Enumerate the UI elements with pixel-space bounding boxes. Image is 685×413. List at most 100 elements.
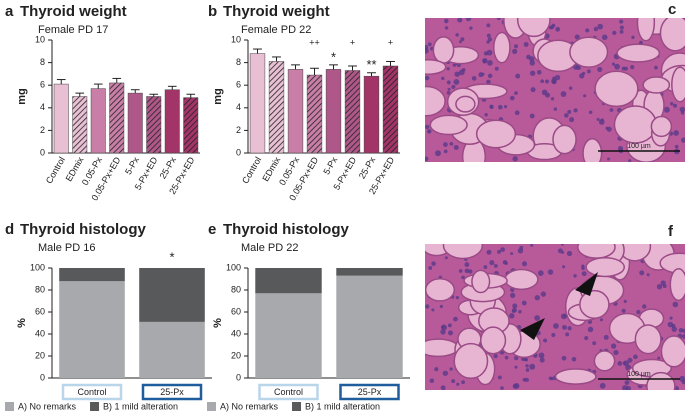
follicle xyxy=(432,36,455,64)
nucleus xyxy=(583,94,587,98)
nucleus xyxy=(581,271,587,277)
nucleus xyxy=(429,378,435,384)
nucleus xyxy=(514,110,520,116)
y-axis-label: % xyxy=(16,318,28,328)
panel-letter: d xyxy=(5,221,14,238)
nucleus xyxy=(646,273,650,277)
nucleus xyxy=(503,105,508,109)
nucleus xyxy=(617,360,623,366)
y-tick-label: 8 xyxy=(236,57,241,67)
follicle xyxy=(671,66,685,103)
nucleus xyxy=(425,75,430,81)
nucleus xyxy=(654,65,658,70)
bar xyxy=(53,83,69,154)
y-tick-label: 80 xyxy=(231,284,241,294)
legend-swatch xyxy=(207,402,216,411)
nucleus xyxy=(526,54,531,60)
bar xyxy=(382,65,399,154)
nucleus xyxy=(623,299,627,303)
nucleus xyxy=(574,34,580,40)
nucleus xyxy=(642,304,647,309)
nucleus xyxy=(599,318,603,322)
nucleus xyxy=(468,269,473,274)
nucleus xyxy=(451,379,456,384)
nucleus xyxy=(610,343,617,349)
panel-letter: f xyxy=(668,223,674,240)
follicle xyxy=(660,335,685,368)
y-axis-label: % xyxy=(212,318,224,328)
nucleus xyxy=(494,66,499,71)
nucleus xyxy=(486,49,493,56)
x-tick-label: Control xyxy=(240,155,263,185)
follicle xyxy=(425,277,456,302)
nucleus xyxy=(678,327,684,333)
nucleus xyxy=(525,368,530,372)
stacked-bar-segment xyxy=(59,268,125,282)
legend-label: A) No remarks xyxy=(220,401,279,411)
nucleus xyxy=(524,358,529,362)
follicle xyxy=(475,119,517,149)
nucleus xyxy=(564,113,569,118)
nucleus xyxy=(540,291,547,297)
nucleus xyxy=(497,249,501,254)
nucleus xyxy=(444,26,449,30)
nucleus xyxy=(425,304,430,309)
nucleus xyxy=(596,117,600,121)
nucleus xyxy=(584,336,589,341)
follicle xyxy=(429,114,468,136)
nucleus xyxy=(619,19,624,24)
nucleus xyxy=(447,87,451,91)
nucleus xyxy=(449,367,453,371)
nucleus xyxy=(441,76,445,81)
nucleus xyxy=(442,370,449,376)
y-tick-label: 80 xyxy=(35,284,45,294)
nucleus xyxy=(486,249,492,255)
follicle xyxy=(634,324,662,355)
nucleus xyxy=(456,382,460,386)
nucleus xyxy=(453,144,459,150)
follicle xyxy=(479,326,507,355)
nucleus xyxy=(621,66,626,71)
nucleus xyxy=(544,79,550,84)
follicle xyxy=(569,36,609,68)
nucleus xyxy=(458,269,463,273)
y-tick-label: 6 xyxy=(236,80,241,90)
x-tick-label: 25-Px xyxy=(160,387,184,397)
nucleus xyxy=(446,90,451,95)
y-tick-label: 0 xyxy=(40,372,45,382)
nucleus xyxy=(657,356,661,360)
follicle xyxy=(577,244,616,259)
bar xyxy=(363,75,380,154)
arrowhead xyxy=(575,272,598,296)
nucleus xyxy=(581,266,585,271)
nucleus xyxy=(553,107,558,111)
bar xyxy=(127,92,143,154)
nucleus xyxy=(630,65,635,70)
nucleus xyxy=(427,130,431,134)
stacked-bar-segment xyxy=(139,321,205,378)
bar xyxy=(306,74,323,154)
y-axis-label: mg xyxy=(212,88,224,105)
follicle xyxy=(585,257,626,278)
chart-title: Thyroid histology xyxy=(20,221,146,238)
y-tick-label: 10 xyxy=(35,34,45,44)
annotation: + xyxy=(388,37,393,47)
histology-image xyxy=(425,18,685,162)
nucleus xyxy=(530,244,534,247)
nucleus xyxy=(551,79,557,85)
legend-label: B) 1 mild alteration xyxy=(103,401,178,411)
nucleus xyxy=(434,367,439,372)
nucleus xyxy=(551,332,556,338)
nucleus xyxy=(454,71,460,77)
nucleus xyxy=(669,102,674,106)
nucleus xyxy=(672,301,679,308)
nucleus xyxy=(679,106,685,113)
nucleus xyxy=(611,62,616,66)
follicle xyxy=(425,58,447,75)
nucleus xyxy=(627,357,633,363)
histology-image xyxy=(425,244,685,390)
nucleus xyxy=(536,70,542,75)
follicle xyxy=(582,137,603,162)
nucleus xyxy=(588,110,593,115)
nucleus xyxy=(482,59,487,64)
